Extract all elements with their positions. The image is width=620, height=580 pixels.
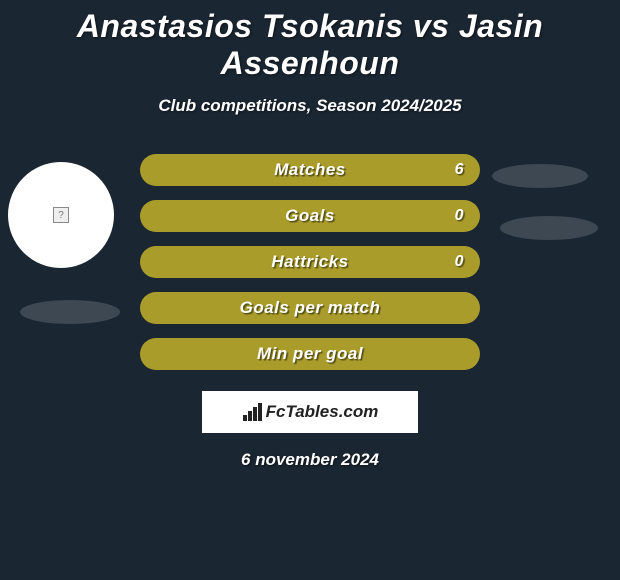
stat-bar-gpm: Goals per match (140, 292, 480, 324)
date-text: 6 november 2024 (0, 450, 620, 470)
page-subtitle: Club competitions, Season 2024/2025 (0, 96, 620, 116)
avatar-shadow-right-2 (500, 216, 598, 240)
avatar-placeholder-icon: ? (53, 207, 69, 223)
stat-label: Hattricks (271, 252, 348, 272)
avatar-shadow-left (20, 300, 120, 324)
stat-bar-goals: Goals 0 (140, 200, 480, 232)
page-title: Anastasios Tsokanis vs Jasin Assenhoun (0, 0, 620, 82)
stat-bar-mpg: Min per goal (140, 338, 480, 370)
stat-value: 6 (455, 161, 464, 179)
stat-bars: Matches 6 Goals 0 Hattricks 0 Goals per … (140, 154, 480, 384)
player-avatar-left: ? (8, 162, 114, 268)
stat-bar-hattricks: Hattricks 0 (140, 246, 480, 278)
stat-label: Goals per match (240, 298, 381, 318)
stat-label: Goals (285, 206, 335, 226)
stat-value: 0 (455, 253, 464, 271)
stat-value: 0 (455, 207, 464, 225)
stat-label: Min per goal (257, 344, 363, 364)
stat-bar-matches: Matches 6 (140, 154, 480, 186)
brand-watermark: FcTables.com (202, 391, 418, 433)
avatar-shadow-right-1 (492, 164, 588, 188)
stat-label: Matches (274, 160, 346, 180)
brand-text: FcTables.com (266, 402, 379, 422)
bars-chart-icon (242, 403, 262, 421)
